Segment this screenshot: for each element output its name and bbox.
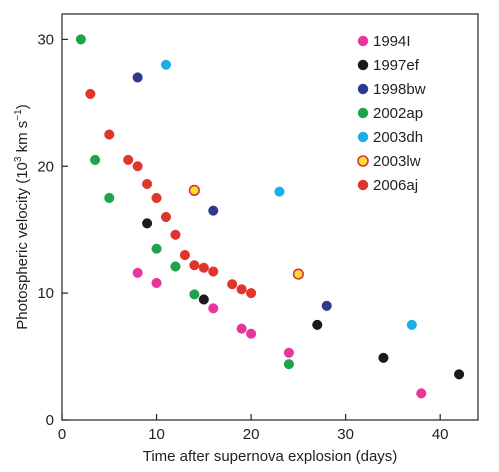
legend-marker-1994i	[357, 35, 369, 47]
x-tick-label: 40	[432, 426, 449, 443]
point-2003lw	[188, 184, 200, 196]
legend-label-2003lw: 2003lw	[373, 153, 421, 170]
point-2006aj	[208, 266, 219, 277]
point-2006aj	[132, 161, 143, 172]
point-1994i	[208, 303, 219, 314]
legend-label-2002ap: 2002ap	[373, 105, 423, 122]
point-2002ap	[151, 243, 162, 254]
point-2003dh	[274, 186, 285, 197]
point-2006aj	[179, 250, 190, 261]
point-2002ap	[283, 359, 294, 370]
y-tick-label: 30	[37, 31, 54, 48]
point-1994i	[151, 277, 162, 289]
x-axis-title: Time after supernova explosion (days)	[143, 448, 398, 465]
y-axis-title: Photospheric velocity (103 km s−1)	[13, 104, 31, 329]
y-tick-label: 20	[37, 158, 54, 175]
y-tick-label: 0	[46, 412, 54, 429]
point-1997ef	[142, 218, 153, 229]
x-tick-label: 0	[58, 426, 66, 443]
legend-label-1997ef: 1997ef	[373, 57, 420, 74]
point-1994i	[236, 323, 247, 334]
point-2006aj	[123, 154, 134, 165]
point-2006aj	[160, 211, 172, 223]
point-2006aj	[227, 279, 238, 290]
point-2006aj	[170, 229, 181, 240]
point-1998bw	[132, 72, 143, 83]
point-2006aj	[104, 129, 115, 140]
legend-marker-2006aj	[357, 179, 369, 191]
point-1994i	[283, 347, 294, 358]
point-2006aj	[236, 284, 247, 295]
point-1997ef	[312, 319, 323, 330]
x-axis-ticks: 0 10 20 30 40	[58, 414, 449, 443]
point-2002ap	[189, 289, 200, 300]
point-2003lw	[292, 268, 304, 280]
point-2002ap	[75, 34, 86, 45]
point-2006aj	[189, 260, 200, 271]
y-axis-ticks: 0 10 20 30	[37, 31, 68, 429]
point-1998bw	[321, 300, 332, 311]
point-1997ef	[198, 294, 209, 305]
legend-marker-1997ef	[357, 59, 369, 71]
point-2006aj	[151, 192, 162, 204]
point-2006aj	[85, 88, 96, 99]
plot-frame	[61, 13, 479, 421]
point-2002ap	[170, 261, 181, 272]
point-2006aj	[198, 262, 209, 273]
point-2003dh	[406, 319, 417, 330]
x-tick-label: 20	[243, 426, 260, 443]
point-1997ef	[378, 352, 389, 363]
point-1997ef	[454, 369, 465, 380]
legend-marker-1998bw	[357, 83, 369, 95]
legend-marker-2003dh	[357, 131, 369, 143]
y-tick-label: 10	[37, 285, 54, 302]
point-2002ap	[104, 192, 115, 204]
legend-marker-2002ap	[357, 107, 369, 119]
point-2006aj	[246, 288, 257, 299]
point-1994i	[416, 388, 427, 399]
x-tick-label: 30	[337, 426, 354, 443]
point-1994i	[246, 328, 257, 339]
x-tick-label: 10	[148, 426, 165, 443]
legend-label-1998bw: 1998bw	[373, 81, 426, 98]
point-2002ap	[90, 154, 101, 165]
legend-marker-2003lw	[357, 155, 369, 167]
legend-label-2003dh: 2003dh	[373, 129, 423, 146]
point-1998bw	[208, 205, 219, 216]
point-2006aj	[142, 178, 153, 190]
legend-label-1994i: 1994I	[373, 33, 411, 50]
data-points	[75, 34, 465, 399]
point-1994i	[132, 267, 143, 278]
legend-label-2006aj: 2006aj	[373, 177, 418, 194]
point-2003dh	[160, 59, 172, 70]
legend: 1994I 1997ef 1998bw 2002ap 2003dh 2003lw 2006a…	[357, 33, 426, 194]
